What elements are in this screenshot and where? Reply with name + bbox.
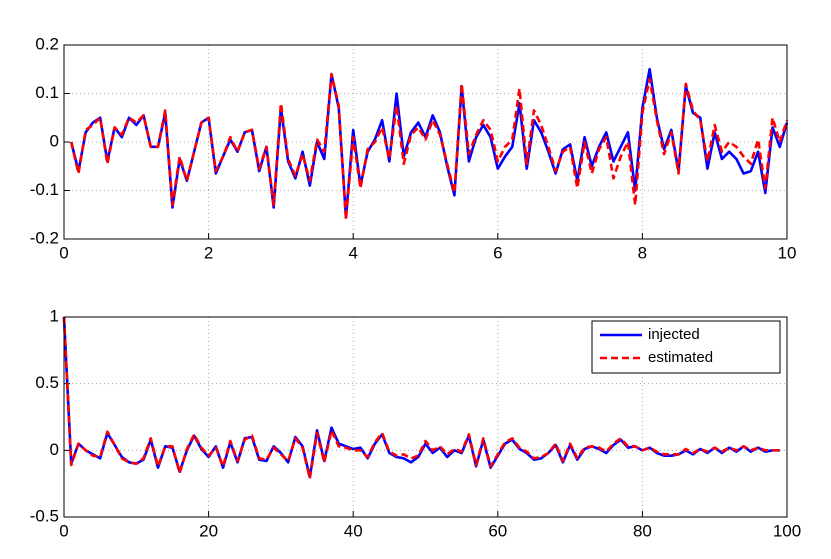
legend-label: injected xyxy=(648,326,700,343)
x-tick-label: 6 xyxy=(493,243,502,262)
axes-frame xyxy=(63,44,788,240)
y-tick-label: 0.1 xyxy=(35,83,59,102)
x-tick-label: 0 xyxy=(59,521,68,540)
y-tick-label: 0.5 xyxy=(35,373,59,392)
legend-box xyxy=(591,320,781,374)
y-tick-label: 1 xyxy=(50,306,59,325)
subplot: -0.2 -0.1 0 0.1 0.2 0 2 4 6 8 10 xyxy=(30,34,797,262)
x-tick-label: 20 xyxy=(199,521,218,540)
y-tick-label: -0.1 xyxy=(30,180,59,199)
x-tick-label: 2 xyxy=(204,243,213,262)
y-tick-label: -0.2 xyxy=(30,228,59,247)
legend-label: estimated xyxy=(648,349,713,366)
series-line xyxy=(62,316,780,480)
x-tick-label: 100 xyxy=(773,521,801,540)
y-tick-label: 0 xyxy=(50,440,59,459)
x-tick-label: 80 xyxy=(633,521,652,540)
axes-frame xyxy=(63,316,788,518)
x-tick-label: 60 xyxy=(488,521,507,540)
series-line xyxy=(69,72,789,221)
legend: injected estimated xyxy=(591,320,781,374)
y-tick-label: -0.5 xyxy=(30,506,59,525)
x-tick-label: 40 xyxy=(344,521,363,540)
x-tick-label: 0 xyxy=(59,243,68,262)
x-tick-label: 8 xyxy=(638,243,647,262)
x-tick-label: 10 xyxy=(778,243,797,262)
x-tick-label: 4 xyxy=(348,243,357,262)
y-tick-label: 0.2 xyxy=(35,34,59,53)
y-tick-label: 0 xyxy=(50,131,59,150)
